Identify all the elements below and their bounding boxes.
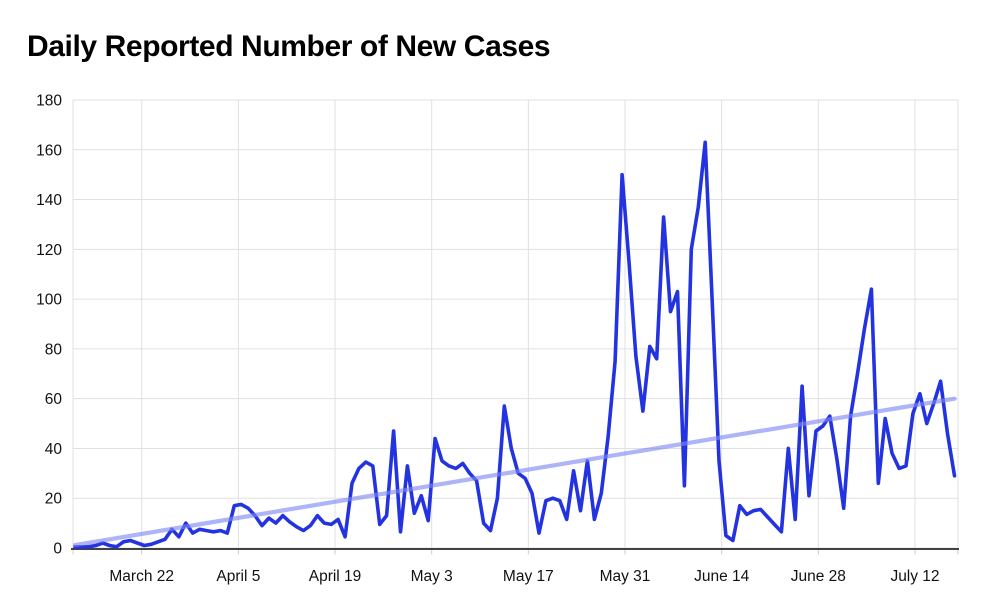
y-axis-tick-label: 60 [45,391,63,408]
y-axis-tick-label: 20 [45,491,63,508]
x-axis-tick-label: May 3 [411,568,453,585]
y-axis-tick-label: 0 [53,541,62,558]
y-axis-tick-label: 180 [36,93,62,110]
x-axis-tick-label: March 22 [109,568,174,585]
y-axis-tick-label: 80 [45,341,63,358]
y-axis-tick-label: 140 [36,192,62,209]
y-axis-tick-label: 40 [45,441,63,458]
x-axis-tick-label: June 28 [791,568,846,585]
trendline [72,396,957,548]
chart-title: Daily Reported Number of New Cases [27,30,550,63]
x-axis-tick-label: July 12 [890,568,939,585]
label-layer: 0 20 40 60 80 100 120 140 160 180 March 22 April 5 A… [36,93,939,586]
x-axis-tick-label: May 31 [600,568,651,585]
y-axis-tick-label: 120 [36,242,62,259]
x-axis-tick-label: April 5 [216,568,260,585]
series-line-daily-cases [73,140,957,549]
y-axis-tick-label: 160 [36,142,62,159]
series-layer [72,140,957,549]
x-axis-tick-label: May 17 [503,568,554,585]
grid-layer [72,99,959,549]
axis-layer [71,548,959,555]
x-axis-tick-label: April 19 [309,568,362,585]
x-axis-tick-label: June 14 [694,568,750,585]
y-axis-tick-label: 100 [36,292,62,309]
